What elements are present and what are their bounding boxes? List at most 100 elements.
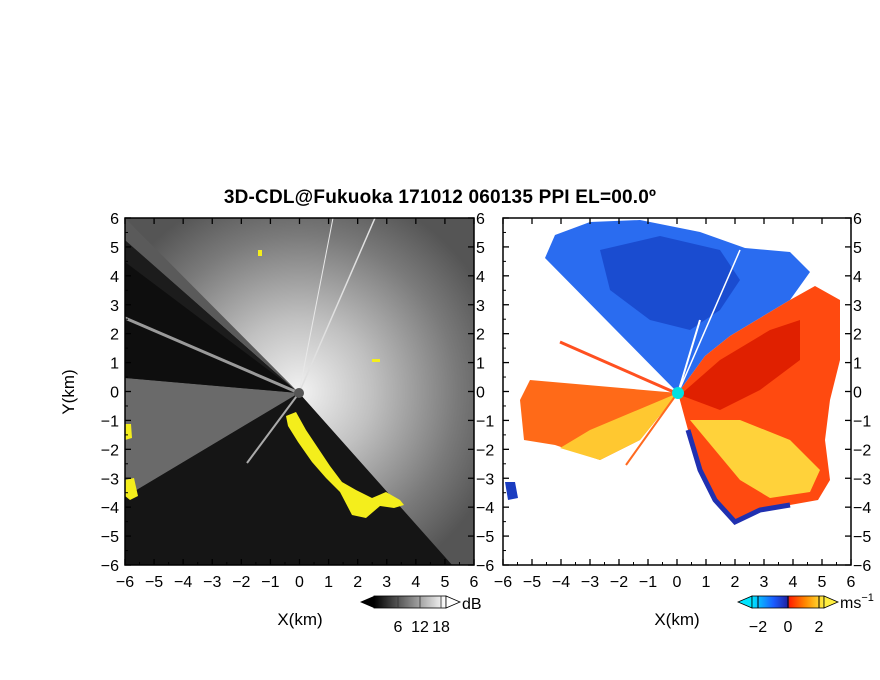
left-bright-sector-west xyxy=(125,378,299,497)
y-tick-label: −4 xyxy=(853,500,871,517)
left-y-tick-label: 1 xyxy=(110,356,119,373)
left-colorbar-arrow-high xyxy=(445,595,462,609)
left-axes: −6 −5 −4 −3 −2 −1 0 1 2 3 4 5 6−6−5−4−3−2−10123456−6… xyxy=(101,211,495,591)
y-tick-label: 4 xyxy=(476,269,485,286)
right-colorbar-tick-label: −2 xyxy=(749,619,767,636)
x-tick-label: −4 xyxy=(174,574,192,591)
left-colorbar-arrow-low xyxy=(360,596,374,608)
y-tick-label: −1 xyxy=(476,413,494,430)
right-beam-gap xyxy=(677,319,701,394)
x-tick-label: 4 xyxy=(789,574,798,591)
left-colorbar-ticks: 6 12 18 xyxy=(394,596,450,636)
y-tick-label: 2 xyxy=(853,327,862,344)
right-west-sector-yellow xyxy=(560,393,678,460)
y-tick-label: −5 xyxy=(853,529,871,546)
x-tick-label: 5 xyxy=(818,574,827,591)
left-colorbar-tick-label: 18 xyxy=(432,619,450,636)
right-west-patch xyxy=(505,482,518,500)
y-tick-label: 3 xyxy=(476,298,485,315)
x-tick-label: 2 xyxy=(353,574,362,591)
left-upper-northwest xyxy=(125,218,299,393)
y-tick-label: 1 xyxy=(476,356,485,373)
left-y-tick-label: −1 xyxy=(101,413,119,430)
right-plot-area xyxy=(503,218,851,565)
x-tick-label: −2 xyxy=(610,574,628,591)
right-xlabel: X(km) xyxy=(654,610,699,629)
y-tick-label: 1 xyxy=(853,356,862,373)
right-boundary-blue xyxy=(685,429,791,526)
x-tick-label: 1 xyxy=(702,574,711,591)
right-colorbar-tick-label: 2 xyxy=(815,619,824,636)
right-beam-gap-2 xyxy=(677,249,741,394)
left-y-tick-label: −2 xyxy=(101,442,119,459)
left-colorbar-unit: dB xyxy=(462,596,482,613)
left-y-tick-label: −6 xyxy=(101,558,119,575)
right-colorbar-unit-base: ms xyxy=(840,595,861,612)
y-tick-label: 0 xyxy=(853,385,862,402)
left-ylabel: Y(km) xyxy=(59,369,78,414)
y-tick-label: 6 xyxy=(853,211,862,228)
y-tick-label: 5 xyxy=(853,240,862,257)
y-tick-label: 3 xyxy=(853,298,862,315)
left-dark-sector-south xyxy=(125,393,452,565)
x-tick-label: 0 xyxy=(673,574,682,591)
left-highlight-band xyxy=(286,412,404,518)
y-tick-label: −3 xyxy=(476,471,494,488)
left-colorbar-tick-label: 12 xyxy=(411,619,429,636)
left-y-tick-label: −5 xyxy=(101,529,119,546)
y-tick-label: −1 xyxy=(853,413,871,430)
y-tick-label: 4 xyxy=(853,269,862,286)
right-colorbar-tick-label: 0 xyxy=(784,619,793,636)
left-radial-ray-2 xyxy=(298,218,334,394)
left-dark-sector-nw xyxy=(125,262,299,393)
x-tick-label: −5 xyxy=(523,574,541,591)
chart-title: 3D-CDL@Fukuoka 171012 060135 PPI EL=00.0… xyxy=(223,187,657,208)
left-colorbar-scale xyxy=(373,595,447,609)
y-tick-label: −2 xyxy=(853,442,871,459)
y-tick-label: 5 xyxy=(476,240,485,257)
left-beam-streak-2 xyxy=(246,392,300,464)
right-origin-marker xyxy=(672,387,684,399)
y-tick-label: −2 xyxy=(476,442,494,459)
y-tick-label: 6 xyxy=(476,211,485,228)
y-tick-label: −4 xyxy=(476,500,494,517)
right-receding-yellow xyxy=(690,420,820,498)
left-y-tick-label: 2 xyxy=(110,327,119,344)
right-receding-red-core xyxy=(680,320,800,410)
x-tick-label: −6 xyxy=(494,574,512,591)
left-y-tick-label: 3 xyxy=(110,298,119,315)
left-origin-marker xyxy=(294,388,304,398)
left-plot-area xyxy=(125,218,474,565)
x-tick-label: 4 xyxy=(411,574,420,591)
x-tick-label: 3 xyxy=(760,574,769,591)
left-highlight-west xyxy=(125,424,138,500)
x-tick-label: 6 xyxy=(470,574,479,591)
y-tick-label: 0 xyxy=(476,385,485,402)
left-y-tick-label: 0 xyxy=(110,385,119,402)
right-colorbar-arrow-low xyxy=(736,595,753,609)
y-tick-label: −6 xyxy=(853,558,871,575)
left-colorbar: dB 6 12 18 xyxy=(360,595,482,636)
y-tick-label: −3 xyxy=(853,471,871,488)
y-tick-label: 2 xyxy=(476,327,485,344)
right-colorbar-unit: ms−1 xyxy=(840,592,874,612)
x-tick-label: −6 xyxy=(116,574,134,591)
left-beam-streak xyxy=(125,316,300,395)
left-y-tick-label: −4 xyxy=(101,500,119,517)
x-tick-label: −5 xyxy=(145,574,163,591)
x-tick-label: 5 xyxy=(440,574,449,591)
right-beam-streak-2 xyxy=(625,394,677,466)
left-y-tick-label: 4 xyxy=(110,269,119,286)
right-colorbar-ticks: −2 0 2 xyxy=(749,596,824,636)
y-tick-label: −6 xyxy=(476,558,494,575)
x-tick-label: −4 xyxy=(552,574,570,591)
x-tick-label: −3 xyxy=(581,574,599,591)
right-colorbar-unit-exp: −1 xyxy=(861,592,874,604)
right-approaching-deep xyxy=(600,236,740,330)
right-colorbar: ms−1 −2 0 2 xyxy=(736,592,874,636)
right-beam-streak xyxy=(559,340,677,395)
left-y-tick-label: −3 xyxy=(101,471,119,488)
left-colorbar-tick-label: 6 xyxy=(394,619,403,636)
right-colorbar-arrow-high xyxy=(823,595,840,609)
